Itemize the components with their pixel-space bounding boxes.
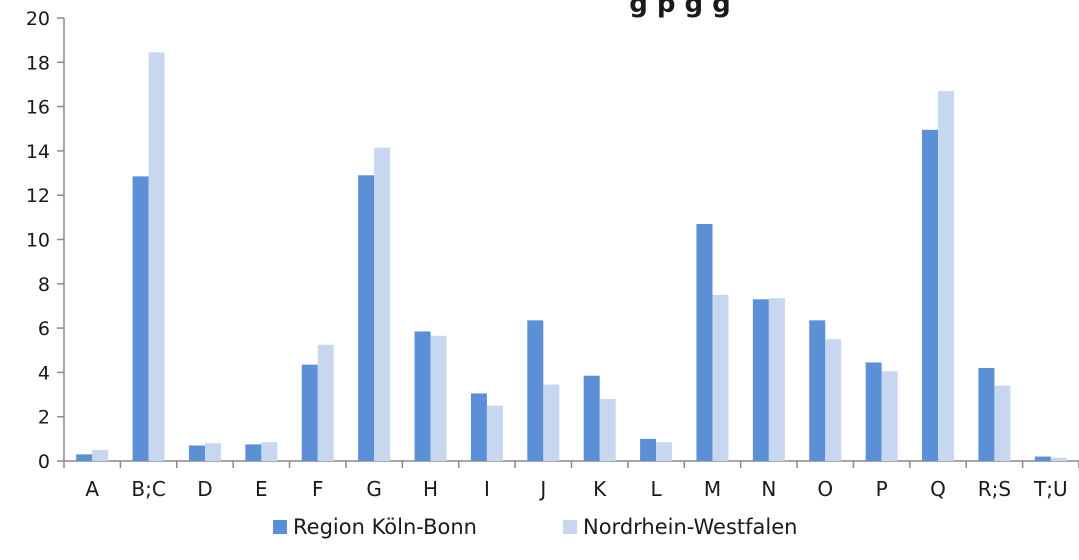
x-category-label: K (593, 477, 607, 501)
bar-region-koeln-bonn-t-u (1034, 456, 1051, 461)
bar-region-koeln-bonn-o (809, 320, 826, 461)
y-tick-label: 12 (26, 185, 50, 207)
bar-nrw-b-c (148, 52, 165, 462)
bar-nrw-p (881, 371, 898, 461)
bar-region-koeln-bonn-n (752, 299, 769, 461)
x-axis: A B;C D E F G H I J K L M N O P Q R;S T;U (63, 460, 1079, 501)
x-category-label: B;C (131, 477, 165, 501)
bar-region-koeln-bonn-p (865, 362, 882, 461)
bar-nrw-g (374, 147, 391, 461)
bar-nrw-f (317, 344, 334, 461)
bar-region-koeln-bonn-r-s (978, 367, 995, 461)
y-tick-label: 2 (38, 407, 50, 429)
x-category-label: H (423, 477, 438, 501)
x-category-label: T;U (1033, 477, 1068, 501)
chart-title: g p g g (629, 0, 731, 19)
x-category-label: J (538, 477, 546, 501)
y-tick-label: 6 (38, 318, 50, 340)
bar-region-koeln-bonn-j (527, 320, 544, 461)
y-tick-label: 14 (26, 141, 50, 163)
x-category-label: E (255, 477, 268, 501)
x-category-label: M (704, 477, 721, 501)
bar-region-koeln-bonn-i (470, 393, 487, 461)
y-tick-label: 20 (26, 8, 50, 30)
x-category-label: A (85, 477, 99, 501)
bar-region-koeln-bonn-e (245, 444, 262, 461)
y-tick-label: 8 (38, 274, 50, 296)
bar-region-koeln-bonn-h (414, 331, 431, 461)
y-tick-label: 18 (26, 52, 50, 74)
bar-region-koeln-bonn-d (188, 445, 205, 461)
bar-nrw-a (92, 449, 109, 461)
x-category-label: O (817, 477, 833, 501)
legend-label: Region Köln-Bonn (293, 515, 477, 539)
bar-region-koeln-bonn-a (76, 454, 93, 461)
legend-label: Nordrhein-Westfalen (583, 515, 797, 539)
x-category-label: G (366, 477, 382, 501)
x-category-label: D (197, 477, 212, 501)
y-tick-label: 16 (26, 97, 50, 119)
bar-region-koeln-bonn-m (696, 223, 713, 461)
x-category-label: N (761, 477, 776, 501)
bar-nrw-l (656, 442, 673, 461)
y-axis: 0 2 4 6 8 10 12 14 16 18 20 (26, 8, 65, 473)
legend-swatch (563, 520, 577, 534)
y-tick-label: 10 (26, 230, 50, 252)
bar-nrw-m (712, 294, 729, 461)
y-tick-label: 4 (38, 362, 50, 384)
bar-nrw-r-s (994, 385, 1011, 461)
legend: Region Köln-Bonn Nordrhein-Westfalen (273, 515, 797, 539)
bar-nrw-o (825, 339, 842, 461)
bar-region-koeln-bonn-b-c (132, 176, 149, 461)
bar-nrw-k (599, 398, 616, 461)
bar-nrw-q (938, 91, 955, 461)
bar-region-koeln-bonn-k (583, 375, 600, 461)
bar-nrw-j (543, 384, 560, 461)
bar-nrw-i (486, 405, 503, 461)
bar-nrw-d (204, 443, 221, 461)
x-category-label: F (312, 477, 324, 501)
bars (76, 52, 1067, 462)
bar-nrw-t-u (1050, 457, 1067, 461)
x-category-label: Q (930, 477, 946, 501)
bar-nrw-n (768, 298, 785, 461)
x-category-label: R;S (978, 477, 1011, 501)
legend-swatch (273, 520, 287, 534)
bar-region-koeln-bonn-g (358, 175, 375, 461)
bar-region-koeln-bonn-q (922, 129, 939, 462)
x-category-label: P (876, 477, 888, 501)
x-category-label: I (484, 477, 490, 501)
bar-nrw-h (430, 335, 447, 461)
bar-nrw-e (261, 442, 278, 461)
bar-region-koeln-bonn-l (640, 438, 657, 461)
bar-region-koeln-bonn-f (301, 364, 318, 461)
x-category-label: L (651, 477, 663, 501)
y-tick-label: 0 (38, 451, 50, 473)
